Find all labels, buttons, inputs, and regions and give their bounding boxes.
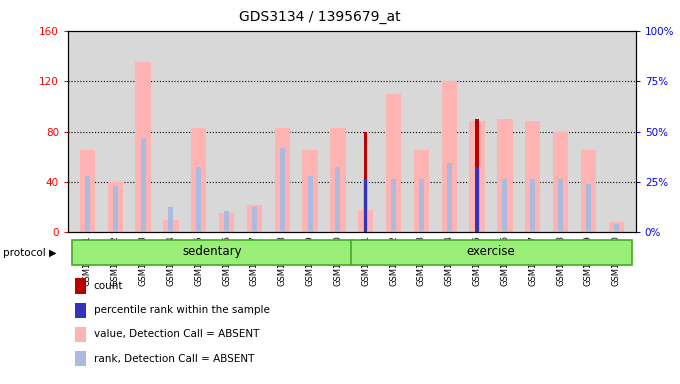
Bar xyxy=(475,167,479,232)
Bar xyxy=(85,175,90,232)
Bar xyxy=(503,179,507,232)
Bar xyxy=(191,128,207,232)
Bar xyxy=(113,186,118,232)
Bar xyxy=(107,182,123,232)
Bar xyxy=(414,151,429,232)
Bar xyxy=(442,81,457,232)
Bar xyxy=(614,223,619,232)
Text: ▶: ▶ xyxy=(49,248,56,258)
Bar xyxy=(135,62,151,232)
Bar xyxy=(72,240,354,265)
Text: percentile rank within the sample: percentile rank within the sample xyxy=(94,305,270,315)
Bar xyxy=(219,214,235,232)
Bar xyxy=(447,163,452,232)
Bar xyxy=(609,222,624,232)
Bar xyxy=(350,240,632,265)
Bar xyxy=(364,179,367,232)
Bar xyxy=(581,151,596,232)
Bar xyxy=(303,151,318,232)
Bar xyxy=(335,167,341,232)
Bar xyxy=(252,207,257,232)
Text: exercise: exercise xyxy=(466,245,515,258)
Bar xyxy=(469,121,485,232)
Bar xyxy=(330,128,345,232)
Bar xyxy=(475,119,479,232)
Text: value, Detection Call = ABSENT: value, Detection Call = ABSENT xyxy=(94,329,259,339)
Bar xyxy=(247,205,262,232)
Bar xyxy=(530,179,535,232)
Bar xyxy=(419,179,424,232)
Bar xyxy=(586,184,591,232)
Bar xyxy=(275,128,290,232)
Bar xyxy=(80,151,95,232)
Bar xyxy=(386,94,401,232)
Text: protocol: protocol xyxy=(3,248,46,258)
Text: sedentary: sedentary xyxy=(183,245,243,258)
Text: rank, Detection Call = ABSENT: rank, Detection Call = ABSENT xyxy=(94,354,254,364)
Bar xyxy=(391,179,396,232)
Bar xyxy=(364,131,367,232)
Bar xyxy=(163,220,179,232)
Bar xyxy=(197,167,201,232)
Bar xyxy=(224,211,229,232)
Text: count: count xyxy=(94,281,123,291)
Bar xyxy=(475,167,479,232)
Bar xyxy=(358,210,373,232)
Bar xyxy=(279,148,285,232)
Bar xyxy=(558,179,563,232)
Bar xyxy=(307,175,313,232)
Text: GDS3134 / 1395679_at: GDS3134 / 1395679_at xyxy=(239,10,401,23)
Bar xyxy=(525,121,541,232)
Bar xyxy=(553,131,568,232)
Bar xyxy=(363,179,369,232)
Bar xyxy=(141,138,146,232)
Bar xyxy=(497,119,513,232)
Bar xyxy=(169,207,173,232)
